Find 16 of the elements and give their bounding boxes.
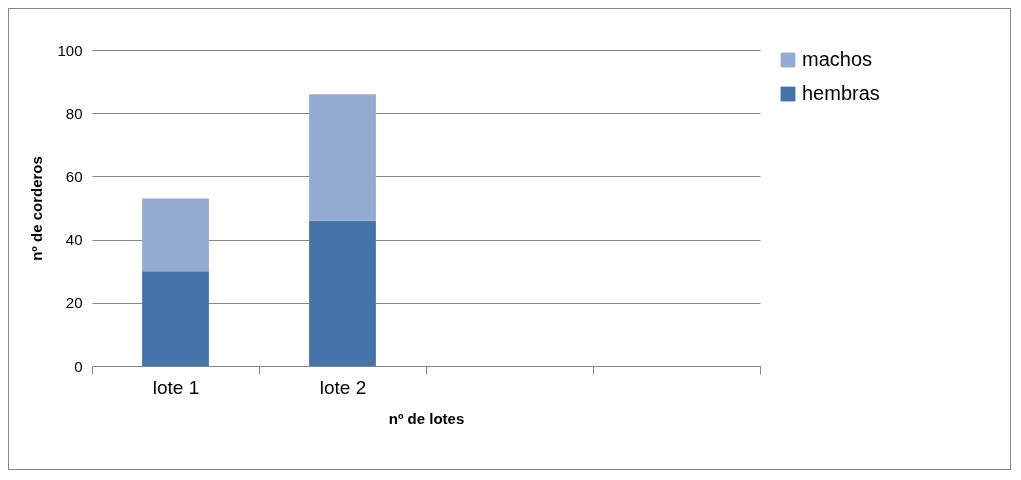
y-axis-title: nº de corderos: [28, 156, 46, 261]
y-tick-label: 40: [65, 231, 83, 249]
x-tick-label: lote 1: [152, 376, 200, 398]
bar: [142, 198, 209, 272]
bar: [309, 220, 376, 366]
legend-label: machos: [802, 48, 873, 70]
y-tick-label: 100: [57, 41, 83, 59]
legend-label: hembras: [802, 82, 880, 104]
x-tick-label: lote 2: [319, 376, 367, 398]
y-tick-label: 0: [74, 357, 83, 375]
y-tick-label: 80: [65, 104, 83, 122]
y-tick-label: 60: [65, 167, 83, 185]
bar: [309, 94, 376, 221]
y-tick-label: 20: [65, 294, 83, 312]
x-axis-title: nº de lotes: [388, 409, 465, 427]
bar: [142, 271, 209, 366]
